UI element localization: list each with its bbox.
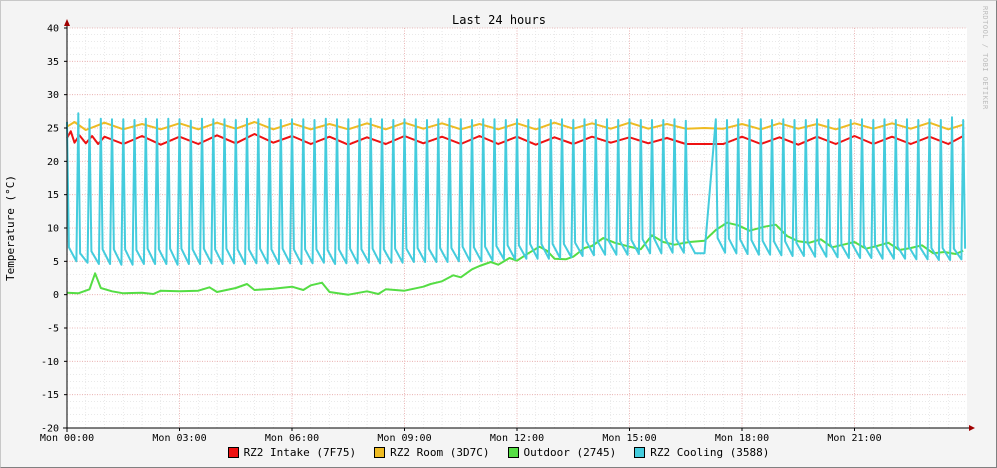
x-axis-arrow <box>969 425 975 431</box>
y-axis-label: Temperature (°C) <box>4 175 17 281</box>
x-tick-label: Mon 12:00 <box>490 433 544 444</box>
x-tick-label: Mon 06:00 <box>265 433 319 444</box>
y-tick-label: 5 <box>53 257 59 268</box>
y-tick-label: 35 <box>47 57 59 68</box>
x-tick-label: Mon 18:00 <box>715 433 769 444</box>
y-tick-label: 10 <box>47 224 59 235</box>
y-tick-label: 20 <box>47 157 59 168</box>
legend-item: RZ2 Room (3D7C) <box>374 446 490 459</box>
y-tick-label: -20 <box>41 424 59 435</box>
grid <box>66 27 967 429</box>
y-tick-label: -15 <box>41 390 59 401</box>
legend-item: RZ2 Cooling (3588) <box>634 446 769 459</box>
legend: RZ2 Intake (7F75) RZ2 Room (3D7C) Outdoor … <box>0 446 997 459</box>
x-tick-label: Mon 15:00 <box>602 433 656 444</box>
legend-label: RZ2 Cooling (3588) <box>650 446 770 459</box>
legend-item: RZ2 Intake (7F75) <box>227 446 357 459</box>
legend-item: Outdoor (2745) <box>507 446 617 459</box>
chart-title: Last 24 hours <box>452 13 546 27</box>
series-line-3 <box>66 221 964 296</box>
legend-swatch <box>374 447 386 458</box>
legend-label: RZ2 Room (3D7C) <box>390 446 490 459</box>
series-line-1 <box>66 130 964 146</box>
legend-label: Outdoor (2745) <box>523 446 617 459</box>
legend-swatch <box>507 447 519 458</box>
y-axis-arrow <box>64 19 70 26</box>
series-line-4 <box>66 112 967 266</box>
legend-label: RZ2 Intake (7F75) <box>243 446 357 459</box>
x-tick-label: Mon 21:00 <box>827 433 881 444</box>
y-tick-label: -10 <box>41 357 59 368</box>
y-tick-label: -5 <box>47 324 59 335</box>
legend-swatch <box>227 447 239 458</box>
y-tick-label: 30 <box>47 90 59 101</box>
y-tick-label: 0 <box>53 290 59 301</box>
legend-swatch <box>634 447 646 458</box>
y-tick-label: 40 <box>47 24 59 35</box>
x-tick-label: Mon 03:00 <box>152 433 206 444</box>
y-tick-label: 25 <box>47 124 59 135</box>
rrdtool-watermark: RRDTOOL / TOBI OETIKER <box>981 6 989 110</box>
series-layer <box>66 112 967 296</box>
y-tick-label: 15 <box>47 190 59 201</box>
x-tick-label: Mon 09:00 <box>377 433 431 444</box>
x-tick-label: Mon 00:00 <box>40 433 94 444</box>
